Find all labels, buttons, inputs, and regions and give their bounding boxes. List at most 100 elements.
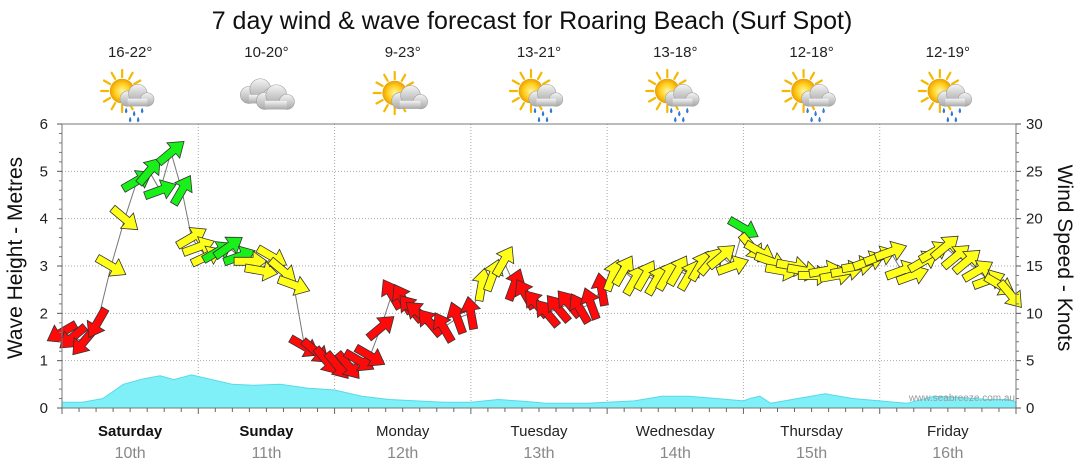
sun-ray bbox=[655, 102, 662, 111]
rain-drop bbox=[545, 116, 549, 123]
sun-ray bbox=[375, 98, 384, 105]
sun-ray bbox=[128, 71, 134, 80]
wind-arrow bbox=[135, 157, 161, 187]
y-right-tick-label: 0 bbox=[1026, 400, 1034, 417]
wind-arrow bbox=[353, 343, 386, 367]
cloud-shape bbox=[528, 83, 564, 107]
sun-cloud-rain-icon bbox=[917, 68, 972, 123]
rain-drops bbox=[124, 107, 144, 123]
y-left-tick-label: 6 bbox=[40, 116, 48, 133]
date-label: 13th bbox=[523, 445, 554, 462]
date-label: 15th bbox=[796, 445, 827, 462]
sun-ray bbox=[542, 79, 551, 86]
date-label: 12th bbox=[387, 445, 418, 462]
cloud-base bbox=[264, 100, 287, 110]
day-label: Friday bbox=[927, 423, 969, 440]
wind-arrow bbox=[169, 174, 193, 207]
temperature-range: 13-21° bbox=[517, 44, 561, 61]
sun-cloud-rain-icon bbox=[100, 68, 155, 123]
cloud-shape bbox=[391, 85, 428, 110]
sun-ray bbox=[519, 102, 526, 111]
wind-arrow bbox=[109, 204, 139, 231]
sun-ray bbox=[383, 104, 389, 113]
temperature-range: 13-18° bbox=[653, 44, 697, 61]
rain-drop bbox=[533, 107, 537, 114]
y-right-tick-label: 30 bbox=[1026, 116, 1043, 133]
rain-drop bbox=[810, 116, 813, 123]
y-right-tick-label: 5 bbox=[1026, 353, 1034, 370]
sun-ray bbox=[784, 96, 793, 103]
sun-ray bbox=[375, 81, 384, 88]
sun-cloud-rain-icon bbox=[645, 68, 700, 123]
y-right-tick-label: 15 bbox=[1026, 258, 1043, 275]
sun-ray bbox=[383, 73, 389, 82]
watermark: www.seabreeze.com.au bbox=[908, 393, 1015, 404]
y-axis-left-label: Wave Height - Metres bbox=[4, 157, 27, 359]
date-label: 10th bbox=[115, 445, 146, 462]
wind-arrow bbox=[546, 295, 573, 324]
wind-arrow bbox=[334, 350, 360, 379]
wind-arrows bbox=[46, 141, 1022, 379]
y-left-tick-label: 3 bbox=[40, 258, 48, 275]
cloud-shape bbox=[801, 83, 836, 107]
cloud-base bbox=[127, 98, 148, 107]
rain-drop bbox=[537, 116, 541, 123]
sun-cloud-icon bbox=[372, 70, 428, 116]
wind-arrow bbox=[276, 275, 311, 296]
rain-drop bbox=[946, 116, 950, 123]
sun-ray bbox=[791, 102, 798, 111]
rain-drop bbox=[678, 110, 681, 117]
sun-ray bbox=[945, 71, 952, 80]
day-label: Tuesday bbox=[511, 423, 568, 440]
rain-drop bbox=[549, 107, 553, 114]
sun-ray bbox=[678, 79, 687, 86]
sun-ray bbox=[647, 79, 657, 86]
wind-arrow bbox=[665, 255, 689, 288]
wind-arrow bbox=[432, 312, 456, 344]
wind-arrow bbox=[86, 306, 110, 339]
wind-arrow bbox=[611, 255, 635, 288]
cloud-shape bbox=[664, 83, 700, 107]
date-label: 14th bbox=[660, 445, 691, 462]
wind-arrow bbox=[491, 245, 515, 278]
wind-arrow bbox=[951, 249, 981, 276]
sun-ray bbox=[511, 79, 520, 86]
sun-ray bbox=[405, 81, 415, 88]
rain-drop bbox=[128, 116, 132, 123]
wind-arrow bbox=[459, 295, 482, 331]
sun-ray bbox=[133, 79, 142, 86]
temperature-range: 16-22° bbox=[108, 44, 152, 61]
wave-height-area bbox=[61, 374, 1017, 409]
cloud-base bbox=[809, 98, 829, 107]
sun-rays bbox=[917, 68, 962, 114]
sun-ray bbox=[647, 96, 657, 103]
rain-drop bbox=[958, 107, 962, 114]
date-label: 16th bbox=[932, 445, 963, 462]
rain-drop bbox=[682, 116, 685, 123]
cloud-shape bbox=[937, 83, 972, 107]
cloud-base bbox=[536, 98, 557, 107]
day-weather-header: Saturday 10th 16-22° Sunday 11th 10-20° Monday… bbox=[98, 44, 972, 462]
rain-drops bbox=[942, 107, 962, 123]
cloud-shape bbox=[256, 84, 295, 110]
sun-ray bbox=[950, 79, 960, 86]
rain-drop bbox=[686, 107, 689, 114]
sun-ray bbox=[809, 71, 816, 80]
wind-arrow bbox=[94, 253, 127, 277]
rain-drop bbox=[950, 110, 954, 117]
rain-drop bbox=[670, 107, 673, 114]
wind-arrow bbox=[706, 245, 736, 271]
rain-drops bbox=[533, 107, 553, 123]
wind-arrow bbox=[155, 141, 185, 167]
date-label: 11th bbox=[251, 445, 281, 462]
cloud-base bbox=[945, 98, 965, 107]
sun-ray bbox=[110, 71, 117, 80]
temperature-range: 12-18° bbox=[789, 44, 833, 61]
rain-drop bbox=[140, 107, 144, 114]
wind-arrow bbox=[726, 216, 759, 239]
y-right-tick-label: 10 bbox=[1026, 305, 1043, 322]
y-left-tick-label: 4 bbox=[40, 211, 48, 228]
day-label: Sunday bbox=[239, 423, 294, 440]
sun-ray bbox=[928, 71, 934, 80]
